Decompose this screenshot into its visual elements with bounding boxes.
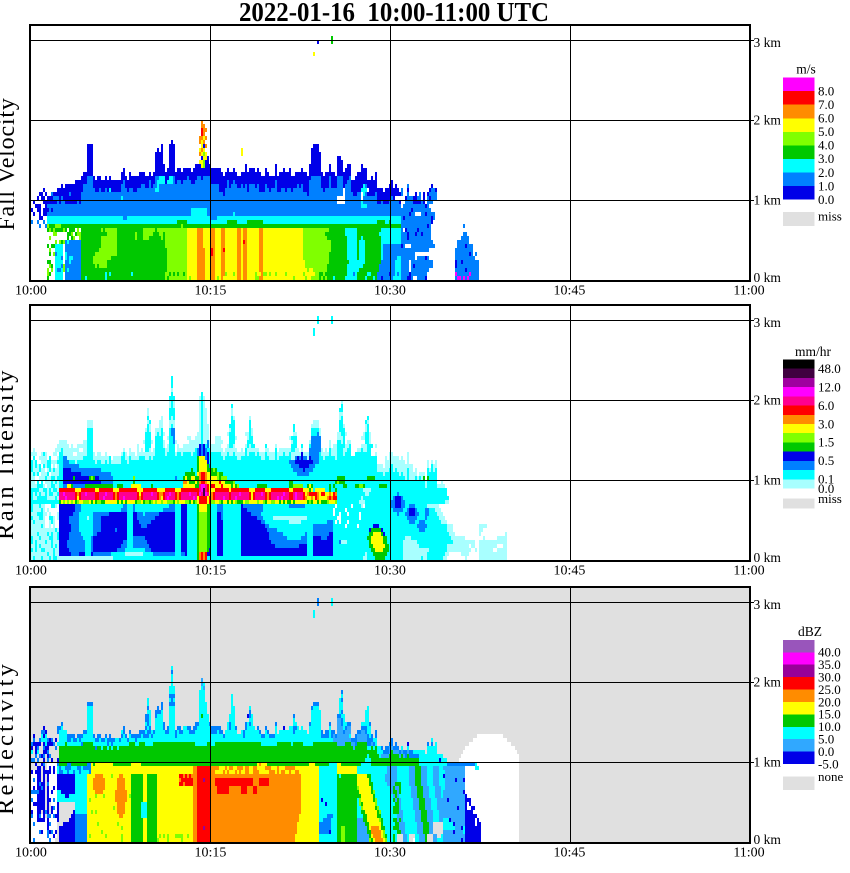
svg-text:1.5: 1.5 xyxy=(818,435,834,450)
svg-text:48.0: 48.0 xyxy=(818,361,841,376)
svg-text:12.0: 12.0 xyxy=(818,379,841,394)
svg-text:25.0: 25.0 xyxy=(818,682,841,697)
svg-text:40.0: 40.0 xyxy=(818,645,841,660)
svg-text:2.0: 2.0 xyxy=(818,165,834,180)
svg-text:dBZ: dBZ xyxy=(798,624,822,639)
svg-text:m/s: m/s xyxy=(796,62,816,77)
svg-text:miss: miss xyxy=(818,491,842,506)
svg-text:2 km: 2 km xyxy=(754,393,782,408)
svg-text:10:15: 10:15 xyxy=(195,564,227,579)
svg-text:10:00: 10:00 xyxy=(15,284,47,299)
svg-text:20.0: 20.0 xyxy=(818,694,841,709)
svg-text:8.0: 8.0 xyxy=(818,83,834,98)
svg-text:Reflectivity: Reflectivity xyxy=(0,661,19,815)
svg-text:5.0: 5.0 xyxy=(818,731,834,746)
svg-text:10:15: 10:15 xyxy=(195,846,227,861)
svg-text:5.0: 5.0 xyxy=(818,124,834,139)
svg-text:2022-01-16 10:00-11:00 UTC: 2022-01-16 10:00-11:00 UTC xyxy=(239,0,549,27)
svg-text:3 km: 3 km xyxy=(754,597,782,612)
svg-text:10:15: 10:15 xyxy=(195,284,227,299)
svg-text:10:00: 10:00 xyxy=(15,564,47,579)
svg-text:11:00: 11:00 xyxy=(733,284,764,299)
svg-text:3 km: 3 km xyxy=(754,315,782,330)
svg-text:11:00: 11:00 xyxy=(733,846,764,861)
svg-text:6.0: 6.0 xyxy=(818,398,834,413)
svg-text:0.5: 0.5 xyxy=(818,453,834,468)
svg-text:3.0: 3.0 xyxy=(818,151,834,166)
svg-text:0 km: 0 km xyxy=(754,832,782,847)
svg-text:2 km: 2 km xyxy=(754,675,782,690)
svg-text:15.0: 15.0 xyxy=(818,707,841,722)
svg-text:10:45: 10:45 xyxy=(554,846,586,861)
svg-text:3 km: 3 km xyxy=(754,35,782,50)
svg-text:1.0: 1.0 xyxy=(818,178,834,193)
svg-text:0.1: 0.1 xyxy=(818,472,834,487)
svg-text:35.0: 35.0 xyxy=(818,657,841,672)
svg-text:10.0: 10.0 xyxy=(818,719,841,734)
svg-text:0.0: 0.0 xyxy=(818,481,834,496)
svg-text:mm/hr: mm/hr xyxy=(795,344,832,359)
svg-text:0.0: 0.0 xyxy=(818,744,834,759)
svg-text:3.0: 3.0 xyxy=(818,416,834,431)
svg-text:0 km: 0 km xyxy=(754,270,782,285)
svg-text:Fall Velocity: Fall Velocity xyxy=(0,97,20,230)
svg-text:1 km: 1 km xyxy=(754,755,782,770)
svg-text:10:30: 10:30 xyxy=(374,284,406,299)
svg-text:-5.0: -5.0 xyxy=(818,756,839,771)
svg-text:10:45: 10:45 xyxy=(554,564,586,579)
svg-text:2 km: 2 km xyxy=(754,113,782,128)
svg-text:0 km: 0 km xyxy=(754,550,782,565)
svg-text:miss: miss xyxy=(818,209,842,224)
svg-text:7.0: 7.0 xyxy=(818,97,834,112)
svg-text:11:00: 11:00 xyxy=(733,564,764,579)
svg-text:10:00: 10:00 xyxy=(15,846,47,861)
svg-text:6.0: 6.0 xyxy=(818,111,834,126)
svg-text:30.0: 30.0 xyxy=(818,669,841,684)
svg-text:1 km: 1 km xyxy=(754,473,782,488)
svg-text:10:30: 10:30 xyxy=(374,564,406,579)
svg-text:1 km: 1 km xyxy=(754,193,782,208)
svg-text:10:45: 10:45 xyxy=(554,284,586,299)
svg-text:4.0: 4.0 xyxy=(818,138,834,153)
svg-text:0.0: 0.0 xyxy=(818,192,834,207)
svg-text:10:30: 10:30 xyxy=(374,846,406,861)
svg-text:none: none xyxy=(818,769,844,784)
svg-text:Rain Intensity: Rain Intensity xyxy=(0,368,19,540)
